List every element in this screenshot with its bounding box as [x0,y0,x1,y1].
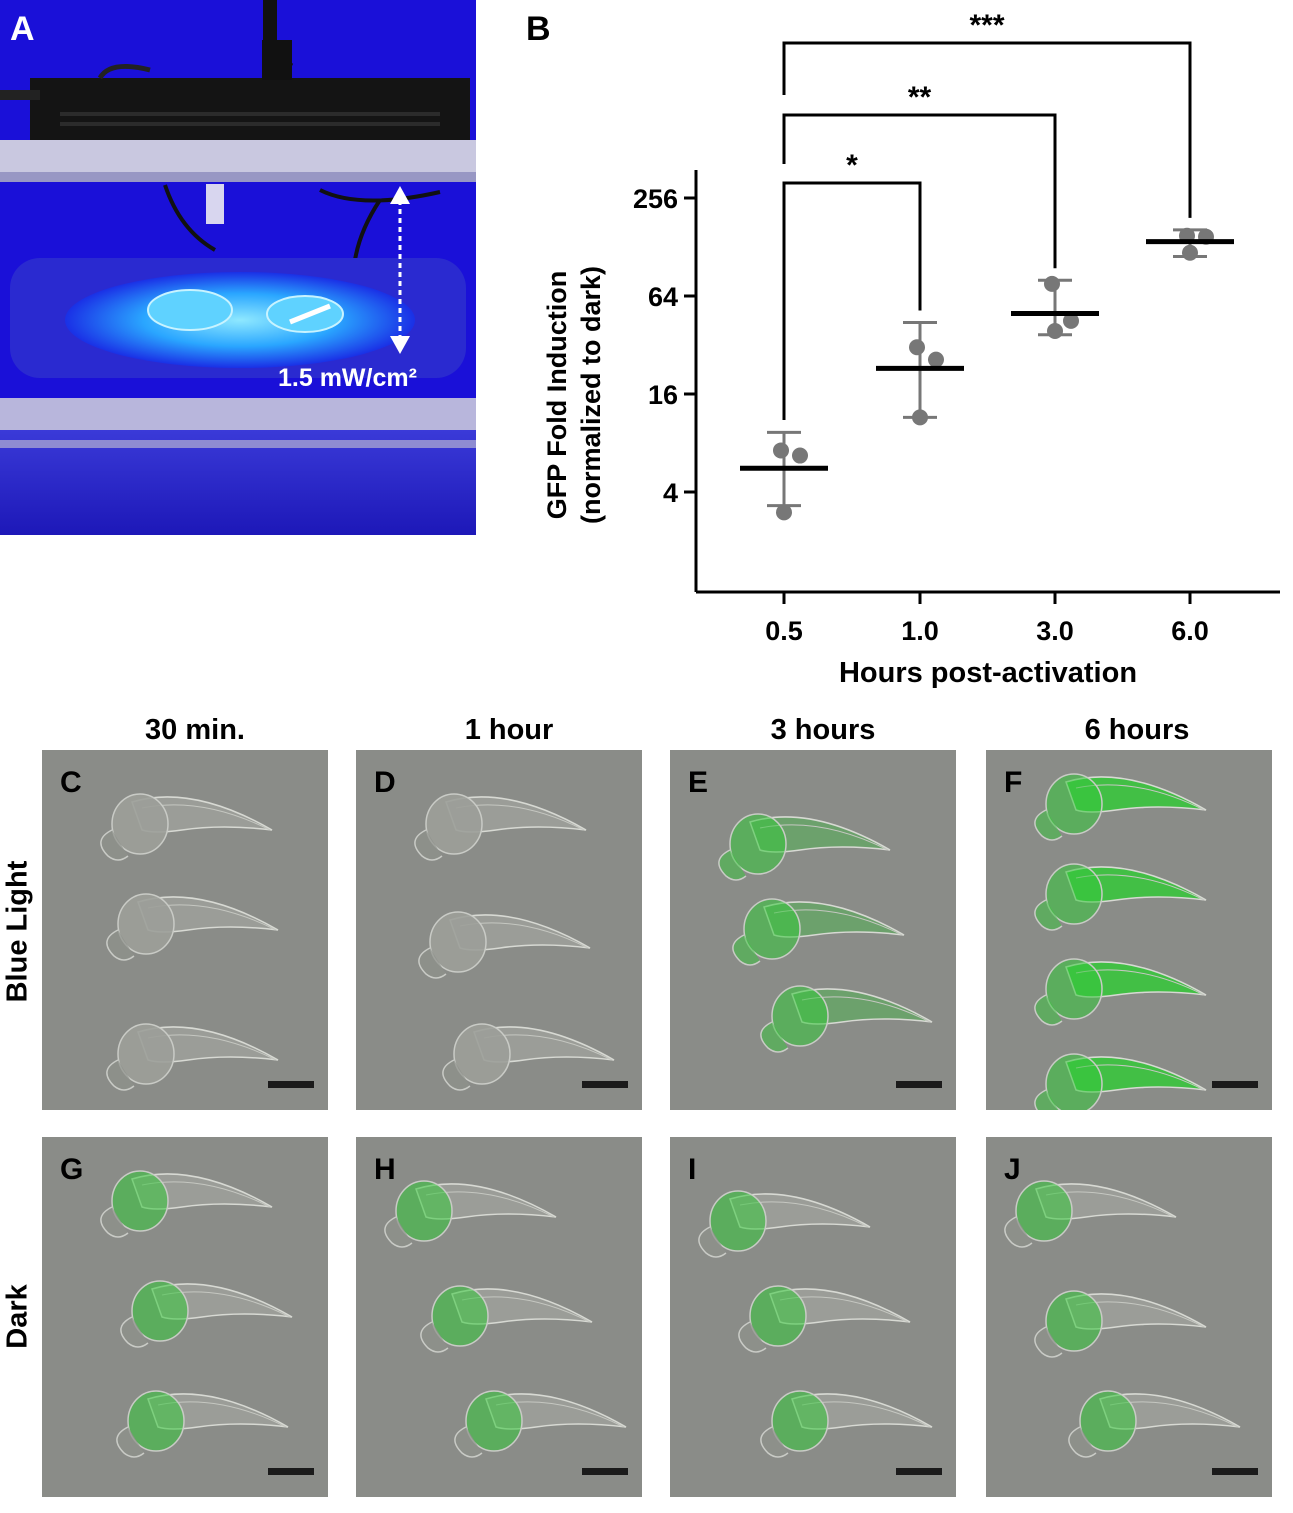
significance-bracket [782,41,1192,218]
data-point [773,442,789,459]
data-point [792,447,808,464]
embryo [698,1190,871,1258]
y-tick-label: 16 [648,380,678,410]
y-tick-label: 4 [663,478,678,508]
embryo [116,1390,289,1458]
embryo [1034,1053,1207,1110]
embryo [1068,1390,1241,1458]
embryo [1034,1290,1207,1358]
embryo [106,893,279,961]
embryo [418,911,591,979]
panel-letter: D [374,766,396,799]
scale-bar [582,1468,628,1475]
scale-bar [1212,1081,1258,1088]
panel-letter: F [1004,766,1023,799]
significance-brackets: ****** [782,9,1192,420]
x-axis-label: Hours post-activation [839,657,1137,689]
panel-letter: C [60,766,82,799]
panel-letter: H [374,1153,396,1186]
data-point [912,409,928,426]
dark-panel: H [356,1137,642,1497]
embryo [120,1280,293,1348]
embryo [718,813,891,881]
panel-letter: J [1004,1153,1021,1186]
scale-bar [582,1081,628,1088]
significance-label: *** [969,9,1004,42]
embryo [1034,958,1207,1026]
y-axis-label-line2: (normalized to dark) [576,266,606,524]
embryo [420,1285,593,1353]
embryo [384,1180,557,1248]
dark-panel: I [670,1137,956,1497]
irradiance-label: 1.5 mW/cm² [278,364,417,392]
column-title-1hour: 1 hour [464,714,554,746]
x-tick-label: 6.0 [1171,616,1209,646]
embryo [442,1023,615,1091]
scale-bar [1212,1468,1258,1475]
data-point [1182,244,1198,261]
embryo [454,1390,627,1458]
x-tick-label: 0.5 [765,616,803,646]
embryo [106,1023,279,1091]
embryo [1004,1180,1177,1248]
data-point [928,351,944,368]
blue-light-panel: D [356,750,642,1110]
y-tick-label: 256 [633,184,678,214]
panel-a-label: A [10,10,35,48]
scale-bar [268,1468,314,1475]
embryo [1034,863,1207,931]
x-tick-label: 1.0 [901,616,939,646]
panel-letter: E [688,766,709,799]
embryo [1034,773,1207,841]
blue-light-panel: F [986,750,1272,1110]
data-point [1047,323,1063,340]
data-point [776,504,792,521]
panel-letter: G [60,1153,84,1186]
chart-marks [740,227,1234,521]
significance-label: ** [908,81,932,114]
embryo-micrograph [384,1180,627,1458]
dark-panel: G [42,1137,328,1497]
embryo-micrograph [718,813,933,1053]
embryo [738,1285,911,1353]
embryo [732,898,905,966]
embryo-micrograph [100,1170,293,1458]
panel-letter: I [688,1153,697,1186]
column-title-30min: 30 min. [145,714,245,746]
data-point [1044,275,1060,292]
significance-bracket [782,113,1057,269]
scale-bar [896,1468,942,1475]
row-title-blue-light: Blue Light [1,860,34,1003]
column-title-3hours: 3 hours [770,714,876,746]
light-box-illustration [0,0,476,535]
scale-bar [268,1081,314,1088]
blue-light-panel: C [42,750,328,1110]
chart-axes: 4 16 64 256 0.5 1.0 3.0 6.0 [633,170,1280,646]
embryo-micrograph [698,1190,933,1458]
embryo [414,793,587,861]
embryo-micrograph [414,793,615,1091]
significance-label: * [846,149,858,182]
row-title-dark: Dark [1,1284,34,1349]
embryo-micrograph [1034,773,1207,1110]
x-tick-label: 3.0 [1036,616,1074,646]
y-tick-label: 64 [648,282,678,312]
embryo-micrograph [1004,1180,1241,1458]
embryo [100,793,273,861]
embryo-micrograph [100,793,279,1091]
panel-b-label: B [526,10,551,48]
embryo [760,1390,933,1458]
data-point [1063,312,1079,329]
embryo [100,1170,273,1238]
column-title-6hours: 6 hours [1084,714,1190,746]
blue-light-panel: E [670,750,956,1110]
y-axis-label-line1: GFP Fold Induction [542,271,572,519]
significance-bracket [782,181,922,420]
data-point [909,339,925,356]
dark-panel: J [986,1137,1272,1497]
embryo [760,985,933,1053]
panel-a-photo: A 1.5 mW/cm² [0,0,476,535]
scale-bar [896,1081,942,1088]
